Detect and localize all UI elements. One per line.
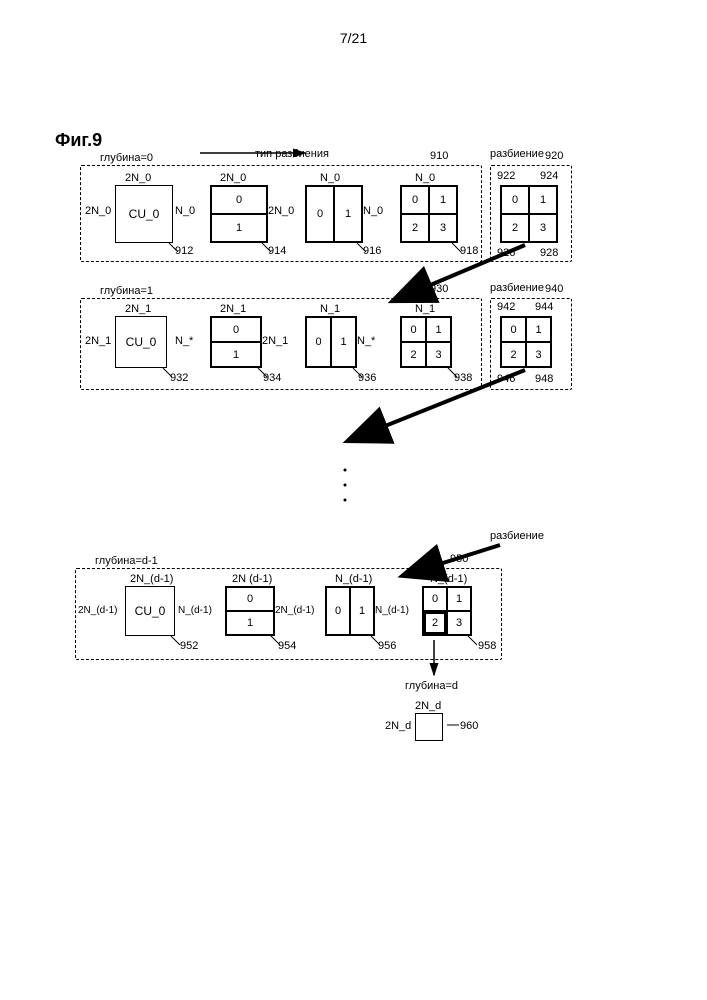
- depthd1-label: глубина=d-1: [95, 555, 158, 567]
- d1b2-right: N_*: [357, 335, 375, 347]
- d0b2-top: N_0: [320, 172, 340, 184]
- ref-920: 920: [545, 150, 563, 162]
- dd1-cu-box: CU_0: [125, 586, 175, 636]
- ref-918: 918: [460, 245, 478, 257]
- ref-928: 928: [540, 247, 558, 259]
- d0-1x2-box: 01: [305, 185, 363, 243]
- ref-954: 954: [278, 640, 296, 652]
- dd1b0-right: N_(d-1): [178, 605, 212, 616]
- ref-930: 930: [430, 283, 448, 295]
- ref-926: 926: [497, 247, 515, 259]
- d1-1x2-box: 01: [305, 316, 357, 368]
- depthd-label: глубина=d: [405, 680, 458, 692]
- dd1b2-right: N_(d-1): [375, 605, 409, 616]
- dd1b2-top: N_(d-1): [335, 573, 372, 585]
- d1b3-top: N_1: [415, 303, 435, 315]
- ref-940: 940: [545, 283, 563, 295]
- ref-950: 950: [450, 553, 468, 565]
- d0b0-left: 2N_0: [85, 205, 111, 217]
- d0b0-right: N_0: [175, 205, 195, 217]
- dd1-1x2-box: 01: [325, 586, 375, 636]
- split0-box: 0123: [500, 185, 558, 243]
- final-box: [415, 713, 443, 741]
- ref-958: 958: [478, 640, 496, 652]
- dd1b1-right: 2N_(d-1): [275, 605, 314, 616]
- d0b1-top: 2N_0: [220, 172, 246, 184]
- ref-912: 912: [175, 245, 193, 257]
- ref-932: 932: [170, 372, 188, 384]
- d0b0-top: 2N_0: [125, 172, 151, 184]
- ref-956: 956: [378, 640, 396, 652]
- page-number: 7/21: [0, 0, 707, 46]
- d0b2-right: N_0: [363, 205, 383, 217]
- d0b1-right: 2N_0: [268, 205, 294, 217]
- split-header-1: разбиение: [490, 282, 544, 294]
- d0-2x2-box: 0123: [400, 185, 458, 243]
- d1b1-right: 2N_1: [262, 335, 288, 347]
- d0b3-top: N_0: [415, 172, 435, 184]
- depth1-label: глубина=1: [100, 285, 153, 297]
- ref-944: 944: [535, 301, 553, 313]
- ref-936: 936: [358, 372, 376, 384]
- dd1-2x1-box: 01: [225, 586, 275, 636]
- split-header-0: разбиение: [490, 148, 544, 160]
- split-header-d: разбиение: [490, 530, 544, 542]
- dd1b0-left: 2N_(d-1): [78, 605, 117, 616]
- ref-952: 952: [180, 640, 198, 652]
- dd1b0-top: 2N_(d-1): [130, 573, 173, 585]
- dd1b3-top: N_(d-1): [430, 573, 467, 585]
- arrows-svg: [0, 0, 707, 1000]
- d1b0-right: N_*: [175, 335, 193, 347]
- ref-942: 942: [497, 301, 515, 313]
- ref-922: 922: [497, 170, 515, 182]
- dd1-2x2-box: 0123: [422, 586, 472, 636]
- ref-948: 948: [535, 373, 553, 385]
- d0-cu-box: CU_0: [115, 185, 173, 243]
- d1b2-top: N_1: [320, 303, 340, 315]
- ref-914: 914: [268, 245, 286, 257]
- ref-916: 916: [363, 245, 381, 257]
- split1-box: 0123: [500, 316, 552, 368]
- final-left: 2N_d: [385, 720, 411, 732]
- d1b1-top: 2N_1: [220, 303, 246, 315]
- type-header: тип разбиения: [255, 148, 329, 160]
- d1-2x1-box: 01: [210, 316, 262, 368]
- ref-924: 924: [540, 170, 558, 182]
- ref-946: 946: [497, 373, 515, 385]
- final-top: 2N_d: [415, 700, 441, 712]
- d0-2x1-box: 01: [210, 185, 268, 243]
- ref-934: 934: [263, 372, 281, 384]
- d1b0-top: 2N_1: [125, 303, 151, 315]
- depth0-label: глубина=0: [100, 152, 153, 164]
- d1-2x2-box: 0123: [400, 316, 452, 368]
- dd1b1-top: 2N (d-1): [232, 573, 272, 585]
- ref-910: 910: [430, 150, 448, 162]
- figure-title: Фиг.9: [55, 130, 102, 151]
- ref-938: 938: [454, 372, 472, 384]
- d1-cu-box: CU_0: [115, 316, 167, 368]
- ref-960: 960: [460, 720, 478, 732]
- d1b0-left: 2N_1: [85, 335, 111, 347]
